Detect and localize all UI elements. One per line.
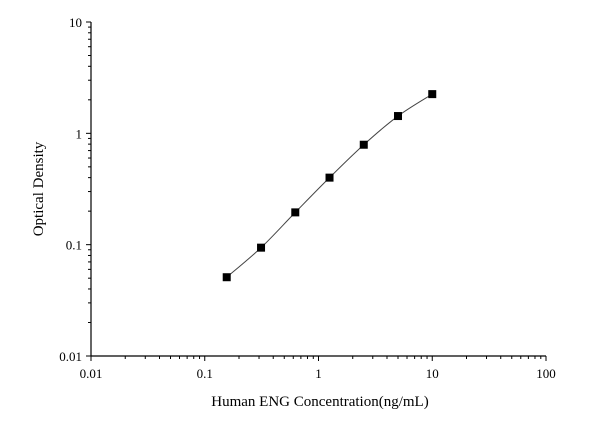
x-tick-label: 10 [426, 366, 439, 381]
data-point [394, 112, 403, 121]
tick-labels: 0.01 0.1 1 10 100 0.01 0.1 1 10 [59, 15, 556, 381]
y-tick-label: 10 [69, 15, 82, 30]
data-point [325, 173, 334, 182]
x-axis-title: Human ENG Concentration(ng/mL) [211, 394, 428, 410]
data-point [291, 208, 300, 217]
x-tick-label: 100 [536, 366, 556, 381]
x-tick-label: 1 [315, 366, 322, 381]
y-tick-label: 0.1 [66, 238, 82, 253]
data-point [257, 243, 266, 252]
data-point [359, 140, 368, 149]
x-tick-label: 0.1 [197, 366, 213, 381]
x-tick-label: 0.01 [80, 366, 103, 381]
data-point [428, 90, 437, 99]
ticks [86, 21, 547, 361]
data-point [222, 273, 231, 282]
y-tick-label: 1 [76, 126, 83, 141]
y-tick-label: 0.01 [59, 349, 82, 364]
data-points [222, 90, 437, 282]
y-axis-title: Optical Density [31, 141, 47, 236]
